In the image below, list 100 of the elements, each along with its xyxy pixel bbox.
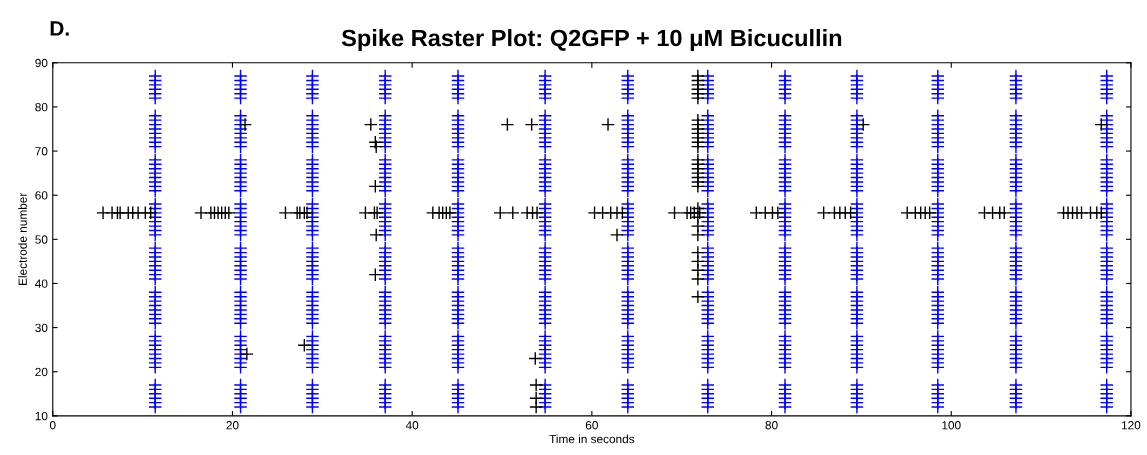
point — [778, 152, 792, 167]
point — [148, 241, 163, 256]
y-axis-title: Electrode number — [18, 192, 27, 285]
y-tick-label: 30 — [35, 323, 48, 332]
x-tick-label: 80 — [765, 421, 778, 430]
point — [1099, 378, 1114, 392]
point — [233, 329, 248, 344]
point — [148, 108, 163, 123]
point — [930, 108, 945, 123]
point — [305, 285, 320, 300]
point — [849, 197, 864, 211]
point — [451, 69, 465, 83]
y-tick-label: 20 — [35, 367, 48, 377]
x-tick-label: 20 — [226, 421, 239, 430]
point — [778, 108, 792, 123]
point — [378, 285, 393, 300]
point — [778, 378, 792, 392]
point — [538, 152, 553, 167]
point — [233, 69, 248, 83]
point — [1099, 285, 1114, 300]
point — [378, 108, 393, 123]
point — [700, 378, 715, 392]
point — [305, 69, 320, 83]
point — [700, 108, 715, 123]
x-axis-title: Time in seconds — [549, 434, 635, 444]
point — [148, 378, 163, 392]
y-tick-label: 80 — [35, 102, 48, 112]
point — [1099, 329, 1114, 344]
point — [849, 241, 864, 256]
point — [305, 197, 320, 211]
point — [148, 152, 163, 167]
point — [778, 69, 792, 83]
point — [233, 197, 248, 211]
point — [451, 197, 465, 211]
point — [1008, 69, 1023, 83]
point — [305, 152, 320, 167]
y-tick-label: 40 — [35, 279, 48, 288]
point — [620, 108, 635, 123]
point — [930, 378, 945, 392]
y-tick-label: 50 — [35, 235, 48, 244]
point — [233, 241, 248, 256]
point — [305, 378, 320, 392]
y-tick-label: 70 — [35, 147, 48, 156]
point — [538, 69, 553, 83]
point — [778, 329, 792, 344]
point — [930, 197, 945, 211]
point — [930, 329, 945, 344]
point — [620, 329, 635, 344]
point — [1008, 152, 1023, 167]
point — [1099, 69, 1114, 83]
point — [700, 241, 715, 256]
point — [378, 378, 393, 392]
point — [620, 285, 635, 300]
point — [1099, 197, 1114, 211]
point — [305, 241, 320, 256]
point — [930, 69, 945, 83]
point — [930, 285, 945, 300]
point — [451, 108, 465, 123]
point — [148, 197, 163, 211]
point — [700, 197, 715, 211]
point — [538, 108, 553, 123]
point — [233, 108, 248, 123]
point — [378, 197, 393, 211]
point — [620, 378, 635, 392]
point — [1008, 241, 1023, 256]
point — [930, 152, 945, 167]
point — [305, 108, 320, 123]
point — [849, 285, 864, 300]
point — [778, 285, 792, 300]
point — [1008, 197, 1023, 211]
point — [451, 329, 465, 344]
point — [1008, 378, 1023, 392]
point — [930, 241, 945, 256]
point — [849, 378, 864, 392]
point — [620, 241, 635, 256]
point — [1008, 329, 1023, 344]
point — [305, 329, 320, 344]
point — [538, 285, 553, 300]
point — [1008, 285, 1023, 300]
point — [538, 197, 553, 211]
point — [849, 69, 864, 83]
point — [378, 69, 393, 83]
x-tick-label: 120 — [1121, 421, 1141, 430]
point — [451, 285, 465, 300]
point — [538, 329, 553, 344]
point — [378, 329, 393, 344]
point — [538, 241, 553, 256]
point — [148, 69, 163, 83]
point — [849, 329, 864, 344]
point — [700, 285, 715, 300]
point — [233, 378, 248, 392]
point — [849, 152, 864, 167]
y-tick-label: 60 — [35, 191, 48, 200]
point — [700, 329, 715, 344]
point — [778, 241, 792, 256]
y-tick-label: 10 — [35, 411, 48, 421]
point — [451, 241, 465, 256]
point — [148, 285, 163, 300]
text: D. — [50, 21, 69, 36]
x-tick-label: 100 — [942, 421, 961, 430]
